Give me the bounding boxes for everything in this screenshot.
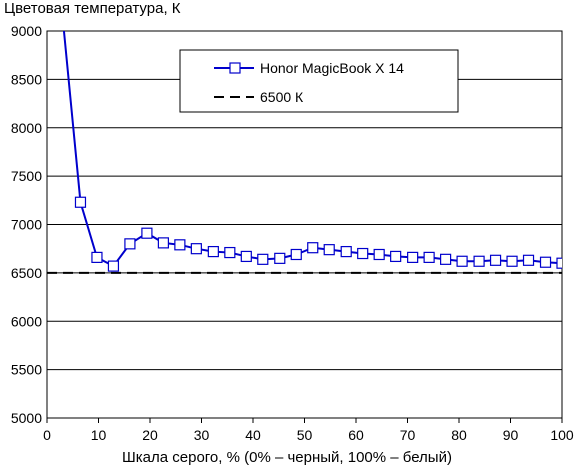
legend: Honor MagicBook X 14 6500 К <box>179 49 459 113</box>
data-point <box>407 251 419 263</box>
y-tick-label: 9000 <box>11 23 42 39</box>
legend-label-6500: 6500 К <box>260 89 304 105</box>
x-tick-label: 10 <box>91 427 107 443</box>
x-tick-label: 90 <box>503 427 519 443</box>
data-point <box>556 257 562 269</box>
data-point <box>340 245 352 258</box>
y-tick-label: 7500 <box>11 168 42 184</box>
x-tick-label: 100 <box>550 427 574 443</box>
x-tick-label: 40 <box>245 427 261 443</box>
y-tick-label: 8500 <box>11 71 42 87</box>
y-tick-label: 6500 <box>11 265 42 281</box>
data-point <box>373 248 385 261</box>
data-point <box>456 255 468 267</box>
data-point <box>473 255 485 267</box>
x-tick-label: 30 <box>194 427 210 443</box>
data-point <box>290 248 302 261</box>
y-tick-label: 5000 <box>11 410 42 426</box>
data-point <box>522 254 535 266</box>
data-point <box>323 244 335 256</box>
data-point <box>157 237 169 249</box>
data-point <box>240 250 252 263</box>
data-point <box>489 254 502 266</box>
data-point <box>390 250 402 263</box>
x-tick-label: 60 <box>348 427 364 443</box>
data-point <box>190 243 202 255</box>
data-point <box>274 252 286 264</box>
y-axis: 5000 5500 6000 6500 7000 7500 8000 8500 9000 <box>11 23 42 426</box>
chart-title: Цветовая температура, К <box>4 0 181 17</box>
data-point <box>539 256 552 268</box>
data-point <box>74 196 87 208</box>
legend-marker-honor <box>229 62 241 74</box>
data-point <box>91 251 103 263</box>
data-point <box>506 255 518 267</box>
x-tick-label: 70 <box>400 427 416 443</box>
x-tick-label: 80 <box>451 427 467 443</box>
legend-box <box>179 49 459 113</box>
x-axis-label: Шкала серого, % (0% – черный, 100% – бел… <box>122 449 452 466</box>
data-point <box>207 245 219 258</box>
x-tick-label: 50 <box>297 427 313 443</box>
data-point <box>257 253 269 265</box>
data-point <box>357 247 369 260</box>
legend-label-honor: Honor MagicBook X 14 <box>260 60 404 76</box>
x-axis: 0 10 20 30 40 50 60 70 80 90 100 <box>43 418 574 443</box>
data-point <box>440 253 452 265</box>
y-tick-label: 7000 <box>11 217 42 233</box>
data-point <box>124 238 136 250</box>
data-point <box>224 246 236 259</box>
y-tick-label: 8000 <box>11 120 42 136</box>
data-point <box>174 239 186 251</box>
data-point <box>307 242 319 254</box>
data-point <box>107 260 120 272</box>
x-tick-label: 0 <box>43 427 51 443</box>
x-tick-label: 20 <box>142 427 158 443</box>
data-point <box>141 227 153 239</box>
y-tick-label: 6000 <box>11 313 42 329</box>
data-point <box>423 251 435 263</box>
y-tick-label: 5500 <box>11 362 42 378</box>
